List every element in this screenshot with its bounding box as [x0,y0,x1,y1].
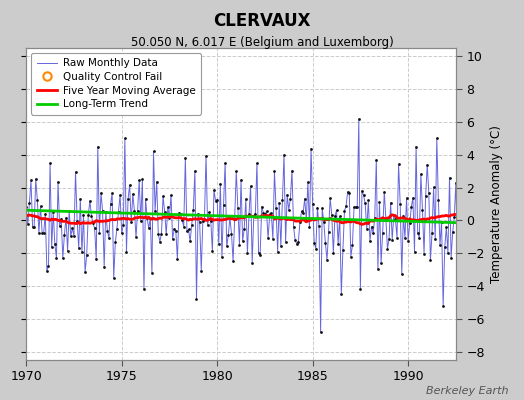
Five Year Moving Average [185,218,192,222]
Five Year Moving Average [327,216,333,221]
Five Year Moving Average [461,211,467,216]
Long-Term Trend [246,214,252,219]
Raw Monthly Data [250,213,257,218]
Text: CLERVAUX: CLERVAUX [213,12,311,30]
Raw Monthly Data [356,117,362,122]
Text: 50.050 N, 6.017 E (Belgium and Luxemborg): 50.050 N, 6.017 E (Belgium and Luxemborg… [130,36,394,49]
Line: Five Year Moving Average: Five Year Moving Average [26,213,464,224]
Raw Monthly Data [246,212,252,217]
Long-Term Trend [80,210,86,214]
Five Year Moving Average [359,222,365,227]
Five Year Moving Average [80,220,86,225]
Five Year Moving Average [246,214,252,219]
Y-axis label: Temperature Anomaly (°C): Temperature Anomaly (°C) [490,125,504,283]
Raw Monthly Data [80,212,86,217]
Raw Monthly Data [185,227,192,232]
Legend: Raw Monthly Data, Quality Control Fail, Five Year Moving Average, Long-Term Tren: Raw Monthly Data, Quality Control Fail, … [31,53,201,114]
Long-Term Trend [461,220,467,225]
Five Year Moving Average [250,214,257,219]
Five Year Moving Average [284,217,290,222]
Line: Long-Term Trend: Long-Term Trend [26,210,464,223]
Raw Monthly Data [461,206,467,211]
Text: Berkeley Earth: Berkeley Earth [426,386,508,396]
Raw Monthly Data [318,330,324,334]
Raw Monthly Data [23,205,29,210]
Long-Term Trend [250,214,257,219]
Long-Term Trend [284,215,290,220]
Long-Term Trend [23,208,29,213]
Long-Term Trend [185,212,192,217]
Five Year Moving Average [23,213,29,218]
Long-Term Trend [327,217,333,222]
Raw Monthly Data [284,193,290,198]
Line: Raw Monthly Data: Raw Monthly Data [26,119,464,332]
Raw Monthly Data [329,212,335,217]
